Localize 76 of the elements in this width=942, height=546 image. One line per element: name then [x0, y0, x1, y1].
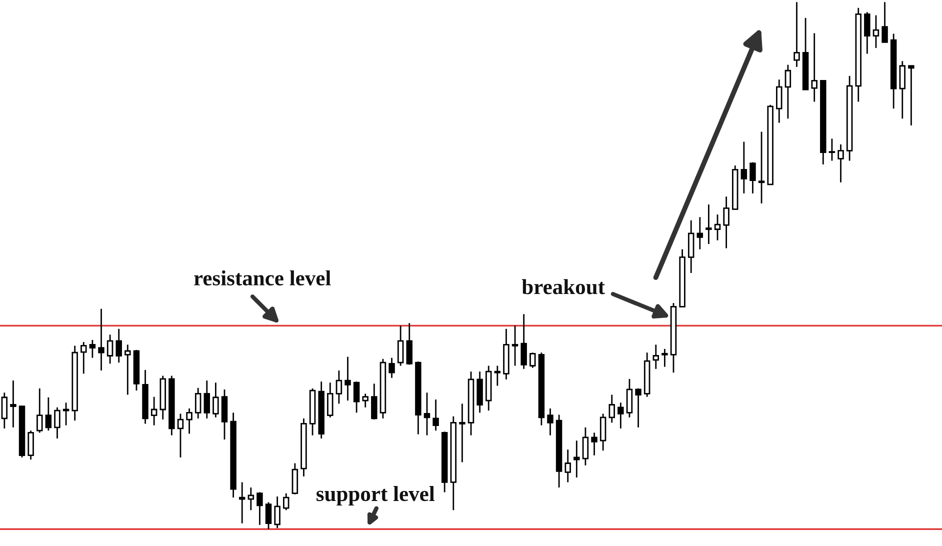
candlestick	[36, 388, 43, 434]
candlestick	[10, 380, 16, 428]
candlestick	[662, 348, 668, 368]
candlestick	[838, 144, 844, 184]
candlestick	[1, 392, 8, 430]
candlestick	[424, 392, 430, 436]
annotation: breakout	[522, 279, 605, 294]
candlestick	[908, 65, 914, 126]
candlestick	[248, 486, 254, 511]
candlestick	[265, 502, 272, 530]
candlestick	[784, 64, 792, 120]
candlestick	[626, 378, 633, 418]
candlestick	[706, 204, 712, 245]
candlestick	[547, 408, 554, 436]
candlestick	[750, 162, 756, 194]
candlestick	[238, 482, 246, 524]
candlestick	[696, 216, 704, 250]
candlestick	[872, 14, 880, 49]
candlestick	[828, 138, 836, 162]
candlestick	[776, 78, 782, 124]
candlestick	[899, 60, 906, 120]
candlestick	[520, 313, 527, 370]
candlestick	[530, 352, 536, 369]
candlestick	[688, 220, 694, 274]
candlestick	[336, 370, 342, 404]
candlestick	[512, 325, 518, 366]
candlestick	[564, 448, 571, 483]
candlestick	[62, 402, 70, 426]
candlestick	[723, 196, 730, 249]
candlestick	[864, 11, 870, 54]
candlestick	[292, 462, 298, 496]
candlestick	[89, 339, 96, 359]
ref-line-label: resistance level	[194, 270, 331, 286]
candlestick	[758, 131, 765, 204]
candlestick	[54, 406, 60, 440]
candlestick	[204, 380, 210, 420]
candlestick	[362, 392, 368, 408]
candlestick	[28, 430, 34, 460]
candlestick	[186, 408, 192, 434]
candlestick	[45, 396, 52, 432]
candlestick	[652, 344, 659, 370]
candlestick	[574, 440, 580, 478]
ref-line-label: support level	[316, 486, 435, 506]
candlestick	[98, 308, 104, 372]
candlestick	[635, 388, 642, 428]
candlestick	[194, 387, 202, 420]
candlestick	[494, 365, 501, 386]
candlestick	[150, 396, 158, 426]
candlestick	[124, 344, 131, 396]
candlestick	[283, 492, 290, 511]
candlestick	[582, 426, 589, 466]
candlestick	[353, 380, 360, 414]
candlestick	[608, 394, 615, 424]
candlestick	[344, 356, 351, 402]
candlestick	[600, 413, 606, 452]
candlestick	[116, 328, 122, 364]
candlestick	[274, 496, 280, 529]
candlestick	[397, 325, 404, 366]
candlestick	[327, 382, 334, 418]
candlestick	[432, 398, 439, 432]
candlestick	[177, 413, 184, 458]
candlestick	[618, 402, 624, 430]
candlestick	[740, 141, 748, 194]
candlestick	[106, 334, 114, 364]
candlestick	[80, 341, 87, 374]
candlestick	[406, 322, 412, 366]
candlestick	[882, 1, 888, 43]
candlestick	[811, 32, 818, 102]
candlestick	[388, 357, 395, 379]
candlestick	[256, 492, 263, 526]
candlestick	[371, 382, 378, 420]
candlestick	[714, 214, 721, 242]
candlestick	[794, 1, 800, 68]
candlestick	[459, 403, 466, 463]
candlestick	[591, 432, 598, 456]
candlestick	[212, 382, 219, 418]
